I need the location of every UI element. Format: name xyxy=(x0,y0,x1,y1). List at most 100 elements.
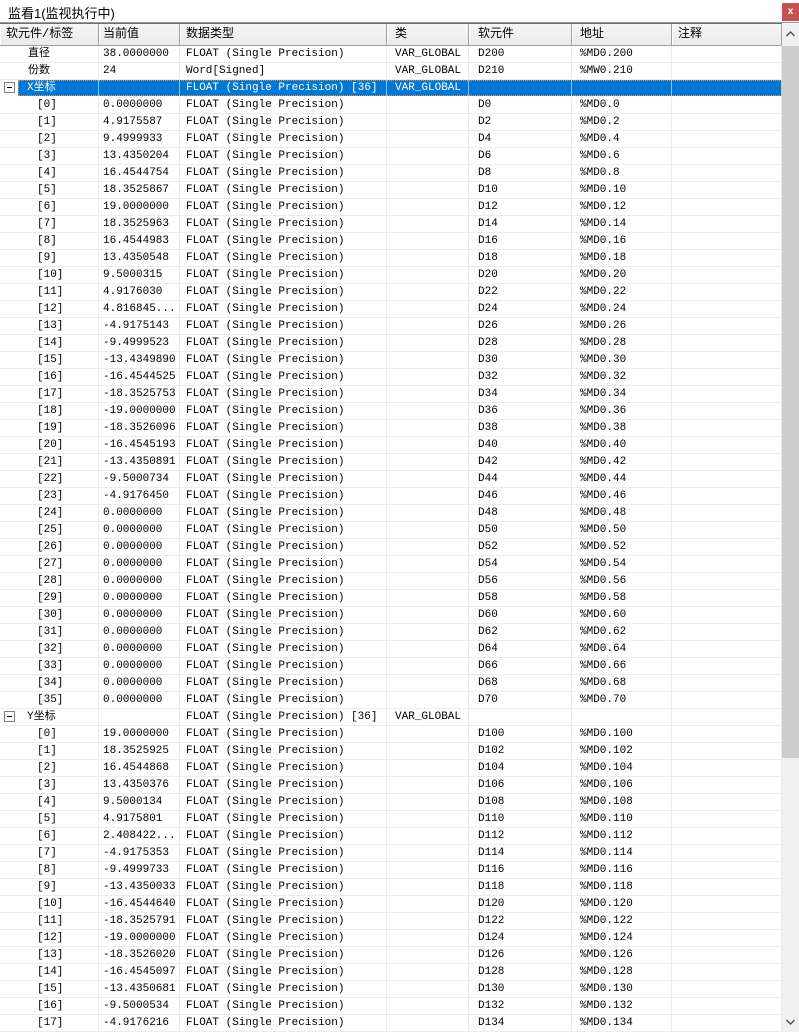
table-row[interactable]: [1] 4.9175587 FLOAT (Single Precision) D2 %M… xyxy=(0,114,782,131)
table-row[interactable]: [13] -4.9175143 FLOAT (Single Precision) D2… xyxy=(0,318,782,335)
table-row[interactable]: [31] 0.0000000 FLOAT (Single Precision) D62… xyxy=(0,624,782,641)
column-header[interactable]: 当前值 xyxy=(99,24,180,45)
table-row[interactable]: [17] -4.9176216 FLOAT (Single Precision) D1… xyxy=(0,1015,782,1032)
table-row[interactable]: [25] 0.0000000 FLOAT (Single Precision) D50… xyxy=(0,522,782,539)
cell-note xyxy=(672,913,782,929)
cell-label: [33] xyxy=(0,658,99,674)
table-row[interactable]: [23] -4.9176450 FLOAT (Single Precision) D4… xyxy=(0,488,782,505)
column-header[interactable]: 软元件 xyxy=(469,24,572,45)
cell-dtype: FLOAT (Single Precision) xyxy=(180,760,387,776)
table-row[interactable]: [32] 0.0000000 FLOAT (Single Precision) D64… xyxy=(0,641,782,658)
table-row[interactable]: [12] 4.816845... FLOAT (Single Precision) D… xyxy=(0,301,782,318)
table-row[interactable]: [27] 0.0000000 FLOAT (Single Precision) D54… xyxy=(0,556,782,573)
table-row[interactable]: X坐标 FLOAT (Single Precision) [36] VAR_GLOB… xyxy=(0,80,782,97)
collapse-expander-icon[interactable] xyxy=(4,82,15,93)
table-row[interactable]: [22] -9.5000734 FLOAT (Single Precision) D4… xyxy=(0,471,782,488)
table-row[interactable]: [0] 19.0000000 FLOAT (Single Precision) D10… xyxy=(0,726,782,743)
table-row[interactable]: [19] -18.3526096 FLOAT (Single Precision) D… xyxy=(0,420,782,437)
cell-addr: %MD0.42 xyxy=(572,454,672,470)
table-row[interactable]: [9] -13.4350033 FLOAT (Single Precision) D1… xyxy=(0,879,782,896)
table-row[interactable]: [17] -18.3525753 FLOAT (Single Precision) D… xyxy=(0,386,782,403)
table-row[interactable]: [5] 4.9175801 FLOAT (Single Precision) D110… xyxy=(0,811,782,828)
table-row[interactable]: [21] -13.4350891 FLOAT (Single Precision) D… xyxy=(0,454,782,471)
table-row[interactable]: [10] -16.4544640 FLOAT (Single Precision) D… xyxy=(0,896,782,913)
scrollbar-thumb[interactable] xyxy=(782,46,799,758)
table-row[interactable]: [9] 13.4350548 FLOAT (Single Precision) D18… xyxy=(0,250,782,267)
cell-note xyxy=(672,199,782,215)
cell-note xyxy=(672,641,782,657)
cell-cls xyxy=(387,539,469,555)
column-header[interactable]: 数据类型 xyxy=(180,24,387,45)
table-row[interactable]: [14] -9.4999523 FLOAT (Single Precision) D2… xyxy=(0,335,782,352)
cell-value: 9.4999933 xyxy=(99,131,180,147)
table-row[interactable]: [7] -4.9175353 FLOAT (Single Precision) D11… xyxy=(0,845,782,862)
cell-label: [31] xyxy=(0,624,99,640)
close-button[interactable]: x xyxy=(782,3,799,21)
table-row[interactable]: [11] -18.3525791 FLOAT (Single Precision) D… xyxy=(0,913,782,930)
cell-dev: D22 xyxy=(469,284,572,300)
cell-value: -13.4350891 xyxy=(99,454,180,470)
table-row[interactable]: [0] 0.0000000 FLOAT (Single Precision) D0 %M… xyxy=(0,97,782,114)
table-row[interactable]: [8] 16.4544983 FLOAT (Single Precision) D16… xyxy=(0,233,782,250)
table-row[interactable]: [3] 13.4350204 FLOAT (Single Precision) D6%… xyxy=(0,148,782,165)
table-row[interactable]: 直径 38.0000000 FLOAT (Single Precision) VAR_… xyxy=(0,46,782,63)
cell-dtype: FLOAT (Single Precision) xyxy=(180,641,387,657)
table-row[interactable]: [20] -16.4545193 FLOAT (Single Precision) D… xyxy=(0,437,782,454)
table-row[interactable]: [15] -13.4350681 FLOAT (Single Precision) D… xyxy=(0,981,782,998)
table-row[interactable]: [1] 18.3525925 FLOAT (Single Precision) D10… xyxy=(0,743,782,760)
table-row[interactable]: [30] 0.0000000 FLOAT (Single Precision) D60… xyxy=(0,607,782,624)
table-row[interactable]: 份数 24 Word[Signed] VAR_GLOBAL D210 %MW0.210 xyxy=(0,63,782,80)
table-row[interactable]: [26] 0.0000000 FLOAT (Single Precision) D52… xyxy=(0,539,782,556)
column-header[interactable]: 类 xyxy=(387,24,469,45)
cell-value: 0.0000000 xyxy=(99,607,180,623)
cell-dev: D100 xyxy=(469,726,572,742)
column-header[interactable]: 注释 xyxy=(672,24,782,45)
table-row[interactable]: [18] -19.0000000 FLOAT (Single Precision) D… xyxy=(0,403,782,420)
table-row[interactable]: Y坐标 FLOAT (Single Precision) [36] VAR_GLOB… xyxy=(0,709,782,726)
collapse-expander-icon[interactable] xyxy=(4,711,15,722)
table-row[interactable]: [29] 0.0000000 FLOAT (Single Precision) D58… xyxy=(0,590,782,607)
table-row[interactable]: [5] 18.3525867 FLOAT (Single Precision) D10… xyxy=(0,182,782,199)
cell-dtype: FLOAT (Single Precision) xyxy=(180,692,387,708)
scroll-up-button[interactable] xyxy=(782,24,799,44)
table-row[interactable]: [8] -9.4999733 FLOAT (Single Precision) D11… xyxy=(0,862,782,879)
cell-dev: D68 xyxy=(469,675,572,691)
cell-label: [21] xyxy=(0,454,99,470)
table-row[interactable]: [14] -16.4545097 FLOAT (Single Precision) D… xyxy=(0,964,782,981)
table-row[interactable]: [13] -18.3526020 FLOAT (Single Precision) D… xyxy=(0,947,782,964)
table-row[interactable]: [6] 19.0000000 FLOAT (Single Precision) D12… xyxy=(0,199,782,216)
table-row[interactable]: [3] 13.4350376 FLOAT (Single Precision) D10… xyxy=(0,777,782,794)
cell-label: [0] xyxy=(0,726,99,742)
table-row[interactable]: [4] 9.5000134 FLOAT (Single Precision) D108… xyxy=(0,794,782,811)
table-row[interactable]: [11] 4.9176030 FLOAT (Single Precision) D22… xyxy=(0,284,782,301)
column-header[interactable]: 软元件/标签 xyxy=(0,24,99,45)
cell-dtype: FLOAT (Single Precision) xyxy=(180,250,387,266)
table-row[interactable]: [35] 0.0000000 FLOAT (Single Precision) D70… xyxy=(0,692,782,709)
cell-cls xyxy=(387,981,469,997)
cell-dtype: FLOAT (Single Precision) xyxy=(180,386,387,402)
table-row[interactable]: [16] -16.4544525 FLOAT (Single Precision) D… xyxy=(0,369,782,386)
table-row[interactable]: [6] 2.408422... FLOAT (Single Precision) D1… xyxy=(0,828,782,845)
cell-note xyxy=(672,947,782,963)
table-row[interactable]: [12] -19.0000000 FLOAT (Single Precision) D… xyxy=(0,930,782,947)
table-row[interactable]: [16] -9.5000534 FLOAT (Single Precision) D1… xyxy=(0,998,782,1015)
table-row[interactable]: [2] 9.4999933 FLOAT (Single Precision) D4 %M… xyxy=(0,131,782,148)
cell-value: 0.0000000 xyxy=(99,522,180,538)
cell-addr: %MD0.50 xyxy=(572,522,672,538)
table-row[interactable]: [4] 16.4544754 FLOAT (Single Precision) D8%… xyxy=(0,165,782,182)
column-header[interactable]: 地址 xyxy=(572,24,672,45)
vertical-scrollbar[interactable] xyxy=(782,24,799,1032)
table-row[interactable]: [34] 0.0000000 FLOAT (Single Precision) D68… xyxy=(0,675,782,692)
table-row[interactable]: [33] 0.0000000 FLOAT (Single Precision) D66… xyxy=(0,658,782,675)
cell-label: [35] xyxy=(0,692,99,708)
scroll-down-button[interactable] xyxy=(782,1012,799,1032)
table-row[interactable]: [7] 18.3525963 FLOAT (Single Precision) D14… xyxy=(0,216,782,233)
cell-dtype: FLOAT (Single Precision) xyxy=(180,828,387,844)
table-row[interactable]: [24] 0.0000000 FLOAT (Single Precision) D48… xyxy=(0,505,782,522)
table-row[interactable]: [15] -13.4349890 FLOAT (Single Precision) D… xyxy=(0,352,782,369)
table-row[interactable]: [10] 9.5000315 FLOAT (Single Precision) D20… xyxy=(0,267,782,284)
cell-label: [25] xyxy=(0,522,99,538)
table-row[interactable]: [28] 0.0000000 FLOAT (Single Precision) D56… xyxy=(0,573,782,590)
table-row[interactable]: [2] 16.4544868 FLOAT (Single Precision) D10… xyxy=(0,760,782,777)
cell-addr: %MD0.24 xyxy=(572,301,672,317)
